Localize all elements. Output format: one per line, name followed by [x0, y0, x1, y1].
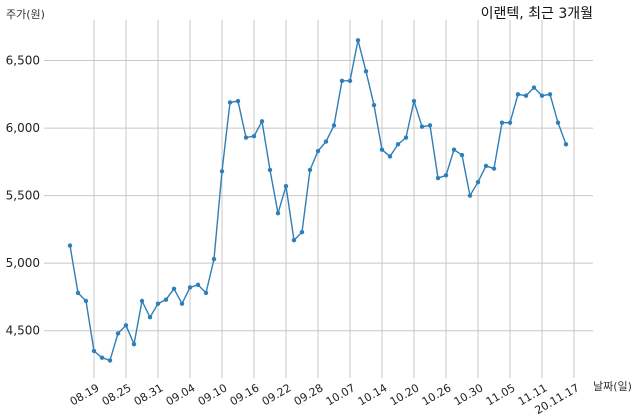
x-tick-label: 08.19	[68, 381, 102, 408]
data-point	[299, 229, 305, 235]
data-point	[515, 92, 521, 97]
data-point	[491, 166, 497, 171]
data-point	[427, 123, 433, 128]
data-point	[435, 175, 441, 181]
x-tick-label: 09.22	[260, 381, 294, 408]
data-point	[115, 331, 121, 336]
data-point	[363, 69, 369, 74]
data-point	[291, 238, 297, 243]
data-point	[139, 298, 145, 304]
x-tick-label: 09.28	[292, 381, 326, 408]
data-point	[547, 92, 553, 97]
x-tick-label: 10.30	[452, 381, 486, 408]
data-point	[555, 120, 561, 125]
data-point	[507, 120, 513, 125]
data-point	[179, 301, 185, 306]
data-point	[339, 78, 345, 83]
horizontal-gridlines	[44, 60, 593, 332]
data-point	[227, 100, 233, 105]
data-point	[371, 102, 377, 108]
data-point	[307, 167, 313, 173]
x-tick-label: 08.25	[100, 381, 134, 408]
x-tick-label: 08.31	[132, 381, 166, 408]
data-point	[259, 119, 265, 124]
x-tick-label: 10.07	[324, 381, 358, 408]
data-point	[379, 147, 385, 152]
data-point	[171, 286, 177, 292]
data-point	[539, 93, 545, 98]
x-tick-label: 11.05	[484, 381, 518, 408]
data-point	[387, 154, 393, 159]
data-point	[411, 98, 417, 104]
data-point	[195, 282, 201, 287]
data-point	[499, 120, 505, 125]
data-point	[563, 142, 569, 147]
data-point	[187, 285, 193, 290]
data-point	[355, 38, 361, 43]
y-tick-label: 5,500	[6, 189, 40, 203]
data-point	[419, 124, 425, 129]
data-point	[395, 142, 401, 147]
data-point	[251, 133, 257, 139]
data-point	[131, 342, 137, 347]
data-point	[83, 298, 89, 304]
chart-title: 이랜텍, 최근 3개월	[481, 6, 593, 22]
data-point	[211, 256, 217, 262]
data-point	[235, 98, 241, 104]
y-tick-label: 5,000	[6, 256, 40, 270]
data-point	[147, 315, 153, 320]
data-point	[459, 152, 465, 158]
x-tick-label: 09.16	[228, 381, 262, 408]
data-point	[483, 163, 489, 169]
x-tick-label: 10.20	[388, 381, 422, 408]
data-point	[323, 139, 329, 144]
data-point	[67, 243, 73, 248]
data-point	[467, 193, 473, 198]
data-point	[243, 135, 249, 140]
data-point	[275, 210, 281, 216]
y-tick-label: 6,500	[6, 54, 40, 68]
data-point	[347, 78, 353, 83]
data-point	[219, 169, 225, 174]
y-tick-label: 6,000	[6, 121, 40, 135]
y-tick-labels: 4,500 5,000 5,500 6,000 6,500	[6, 54, 40, 338]
x-axis-label: 날짜(일)	[593, 379, 632, 393]
data-point	[163, 297, 169, 302]
x-tick-label: 10.26	[420, 381, 454, 408]
data-point	[91, 348, 97, 354]
vertical-gridlines	[93, 20, 575, 378]
x-tick-label: 09.10	[196, 381, 230, 408]
data-point	[75, 290, 81, 296]
y-axis-label: 주가(원)	[6, 8, 45, 21]
x-tick-labels: 08.1908.2508.3109.0409.1009.1609.2209.28…	[68, 381, 582, 417]
data-point	[123, 323, 129, 328]
data-point	[403, 135, 409, 140]
y-tick-label: 4,500	[6, 324, 40, 338]
data-point	[283, 183, 289, 189]
data-point	[443, 173, 449, 178]
x-tick-label: 10.14	[356, 381, 390, 408]
x-tick-label: 09.04	[164, 381, 198, 408]
data-point	[531, 85, 537, 90]
data-point	[267, 167, 273, 173]
data-point	[331, 123, 337, 128]
data-point	[315, 148, 321, 154]
data-point	[107, 358, 113, 363]
data-point	[475, 179, 481, 185]
data-point	[523, 93, 529, 98]
data-point	[155, 301, 161, 306]
data-point	[451, 147, 457, 152]
price-points	[67, 38, 569, 363]
data-point	[203, 290, 209, 296]
data-point	[99, 355, 105, 360]
